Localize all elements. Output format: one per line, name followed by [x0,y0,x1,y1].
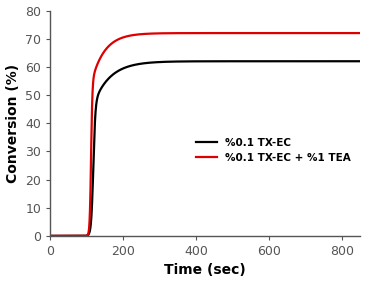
%0.1 TX-EC [319,59,323,63]
X-axis label: Time (sec): Time (sec) [164,263,246,277]
%0.1 TX-EC + %1 TEA [83,234,88,237]
%0.1 TX-EC + %1 TEA [358,31,363,35]
Legend: %0.1 TX-EC, %0.1 TX-EC + %1 TEA: %0.1 TX-EC, %0.1 TX-EC + %1 TEA [192,134,355,167]
%0.1 TX-EC [352,59,356,63]
Line: %0.1 TX-EC: %0.1 TX-EC [50,61,361,236]
%0.1 TX-EC + %1 TEA [180,31,185,35]
%0.1 TX-EC + %1 TEA [102,50,106,53]
%0.1 TX-EC [83,234,88,237]
%0.1 TX-EC + %1 TEA [319,31,323,35]
%0.1 TX-EC [167,60,171,63]
%0.1 TX-EC [358,59,363,63]
%0.1 TX-EC + %1 TEA [48,234,52,237]
Y-axis label: Conversion (%): Conversion (%) [5,64,19,183]
%0.1 TX-EC + %1 TEA [352,31,356,35]
%0.1 TX-EC [180,60,185,63]
%0.1 TX-EC [48,234,52,237]
Line: %0.1 TX-EC + %1 TEA: %0.1 TX-EC + %1 TEA [50,33,361,236]
%0.1 TX-EC + %1 TEA [167,31,171,35]
%0.1 TX-EC [102,82,106,86]
